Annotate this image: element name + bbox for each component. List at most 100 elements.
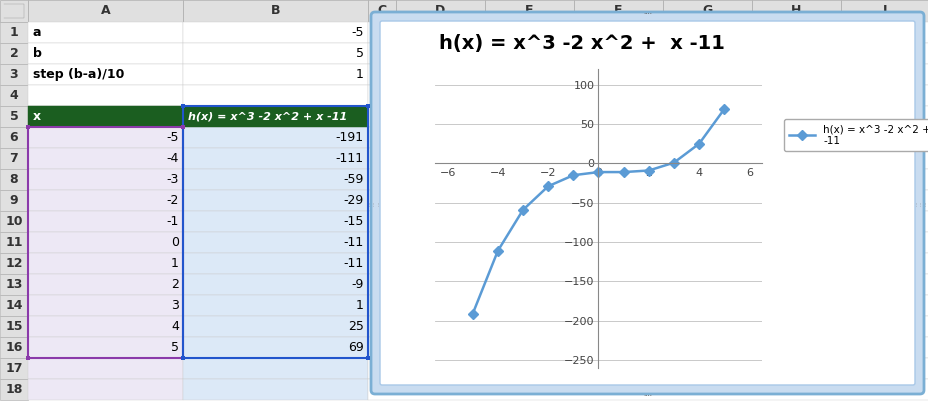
Text: A: A: [100, 4, 110, 17]
Text: G: G: [702, 4, 712, 17]
h(x) = x^3 -2 x^2 +  x
-11: [517, 207, 528, 212]
Bar: [183, 169, 367, 190]
Bar: [367, 190, 928, 211]
Bar: [0, 211, 28, 232]
Text: -11: -11: [343, 236, 364, 249]
Bar: [181, 125, 185, 129]
Bar: [183, 337, 367, 358]
Bar: [663, 0, 751, 22]
h(x) = x^3 -2 x^2 +  x
-11: [718, 107, 729, 112]
Text: C: C: [377, 4, 386, 17]
Bar: [0, 190, 28, 211]
Bar: [574, 0, 663, 22]
Bar: [367, 379, 928, 400]
Bar: [367, 274, 928, 295]
Bar: [28, 169, 183, 190]
Bar: [183, 295, 367, 316]
Bar: [183, 106, 367, 127]
Text: 4: 4: [9, 89, 19, 102]
Text: x: x: [33, 110, 41, 123]
Bar: [183, 316, 367, 337]
Bar: [367, 337, 928, 358]
Bar: [183, 379, 367, 400]
Text: ....
....
....: .... .... ....: [913, 200, 926, 206]
Text: -5: -5: [166, 131, 179, 144]
Bar: [183, 43, 367, 64]
Bar: [183, 211, 367, 232]
Bar: [0, 253, 28, 274]
Text: 16: 16: [6, 341, 22, 354]
h(x) = x^3 -2 x^2 +  x
-11: [642, 168, 653, 173]
Bar: [28, 85, 183, 106]
Text: 10: 10: [6, 215, 22, 228]
Bar: [28, 274, 183, 295]
Text: 3: 3: [9, 68, 19, 81]
Text: 13: 13: [6, 278, 22, 291]
h(x) = x^3 -2 x^2 +  x
-11: [542, 184, 553, 189]
Bar: [183, 190, 367, 211]
Text: -4: -4: [166, 152, 179, 165]
Bar: [0, 337, 28, 358]
Bar: [0, 169, 28, 190]
Text: 7: 7: [9, 152, 19, 165]
Bar: [183, 253, 367, 274]
Text: -29: -29: [343, 194, 364, 207]
h(x) = x^3 -2 x^2 +  x
-11: [617, 170, 628, 175]
Bar: [0, 295, 28, 316]
Bar: [28, 295, 183, 316]
Text: -11: -11: [343, 257, 364, 270]
Bar: [367, 211, 928, 232]
Text: 25: 25: [348, 320, 364, 333]
Text: B: B: [270, 4, 280, 17]
Text: 12: 12: [6, 257, 22, 270]
Bar: [28, 253, 183, 274]
Text: 69: 69: [348, 341, 364, 354]
Bar: [183, 0, 367, 22]
Text: 6: 6: [9, 131, 19, 144]
Bar: [28, 106, 183, 127]
Bar: [183, 64, 367, 85]
Text: b: b: [33, 47, 42, 60]
Bar: [367, 253, 928, 274]
Bar: [28, 379, 183, 400]
Bar: [0, 316, 28, 337]
Bar: [28, 0, 183, 22]
Bar: [0, 358, 28, 379]
Text: 11: 11: [6, 236, 22, 249]
Bar: [367, 295, 928, 316]
Text: 15: 15: [6, 320, 22, 333]
Bar: [0, 43, 28, 64]
Text: -59: -59: [343, 173, 364, 186]
Text: 14: 14: [6, 299, 22, 312]
Text: 1: 1: [9, 26, 19, 39]
h(x) = x^3 -2 x^2 +  x
-11: [592, 170, 603, 175]
Bar: [28, 358, 183, 379]
Bar: [367, 358, 928, 379]
FancyBboxPatch shape: [380, 21, 914, 385]
FancyBboxPatch shape: [370, 12, 923, 394]
Text: F: F: [613, 4, 622, 17]
h(x) = x^3 -2 x^2 +  x
-11: [693, 141, 704, 146]
Bar: [484, 0, 574, 22]
Bar: [0, 85, 28, 106]
Bar: [28, 148, 183, 169]
Bar: [367, 148, 928, 169]
Bar: [366, 104, 369, 108]
Bar: [367, 22, 928, 43]
Bar: [28, 22, 183, 43]
Text: -5: -5: [351, 26, 364, 39]
Bar: [183, 274, 367, 295]
Text: ....: ....: [642, 391, 651, 397]
Bar: [28, 127, 183, 148]
Bar: [0, 106, 28, 127]
Text: H: H: [791, 4, 801, 17]
Text: 2: 2: [171, 278, 179, 291]
Bar: [0, 274, 28, 295]
Text: 4: 4: [171, 320, 179, 333]
Text: h(x) = x^3 -2 x^2 +  x -11: h(x) = x^3 -2 x^2 + x -11: [439, 34, 724, 53]
Bar: [183, 22, 367, 43]
Bar: [183, 127, 367, 148]
Bar: [367, 85, 928, 106]
Text: a: a: [33, 26, 42, 39]
Bar: [28, 232, 183, 253]
